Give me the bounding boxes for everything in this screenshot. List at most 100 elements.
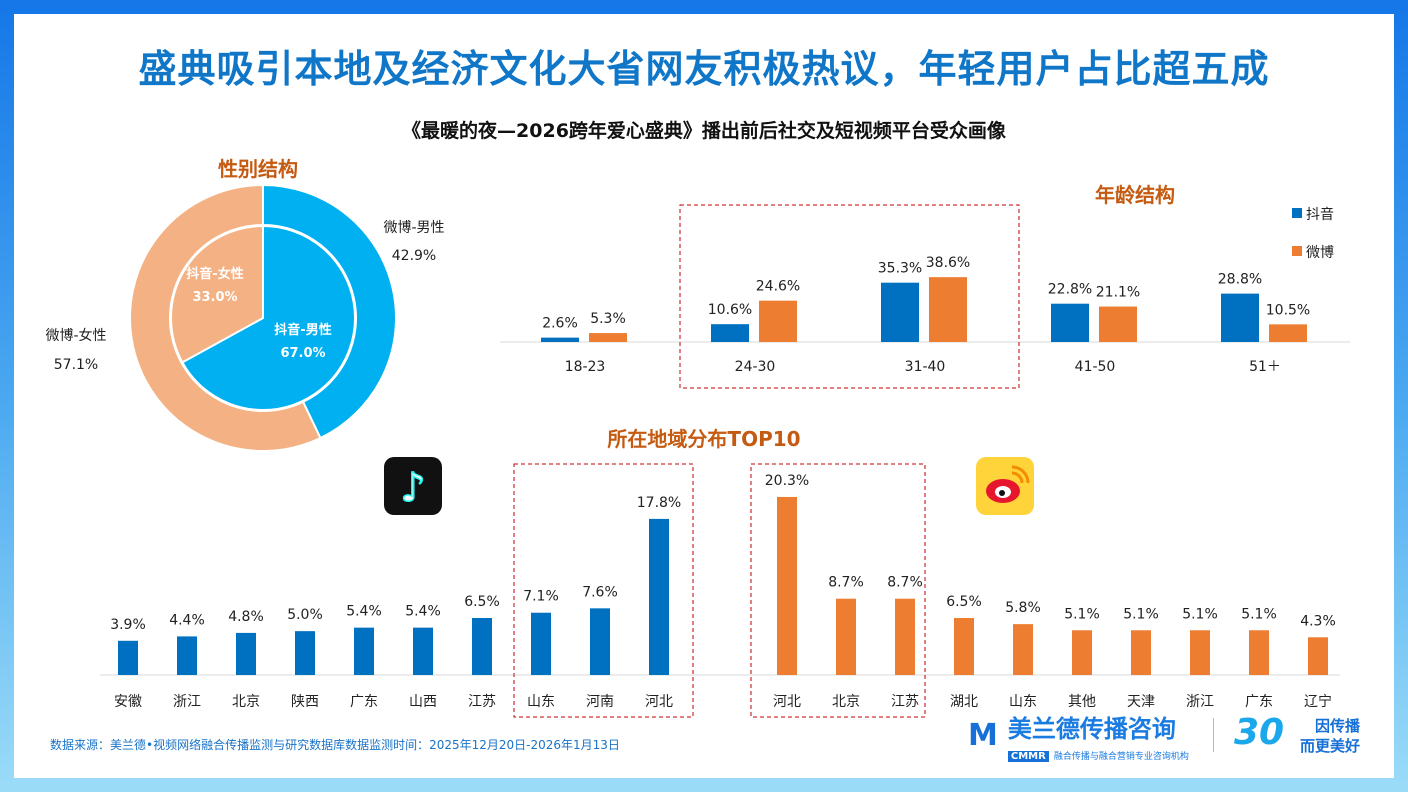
age-data-label: 2.6% bbox=[542, 316, 578, 332]
pie-slice-inner bbox=[181, 224, 356, 411]
age-tick-label: 31-40 bbox=[905, 359, 946, 375]
region-tick-label: 安徽 bbox=[114, 694, 142, 710]
age-bar bbox=[1221, 293, 1259, 342]
region-tick-label: 江苏 bbox=[468, 694, 496, 710]
logo-abbr: CMMR bbox=[1007, 751, 1049, 762]
region-data-label: 8.7% bbox=[828, 575, 864, 591]
region-bar bbox=[531, 612, 551, 675]
region-data-label: 5.1% bbox=[1064, 606, 1100, 622]
legend-label: 抖音 bbox=[1306, 206, 1334, 223]
region-data-label: 8.7% bbox=[887, 575, 923, 591]
region-tick-label: 河北 bbox=[773, 694, 801, 710]
pie-label: 微博-男性 bbox=[383, 219, 444, 236]
region-tick-label: 陕西 bbox=[291, 694, 319, 710]
age-bar bbox=[1051, 303, 1089, 342]
region-tick-label: 北京 bbox=[832, 694, 860, 710]
pie-label: 抖音-男性 bbox=[274, 322, 331, 338]
region-tick-label: 其他 bbox=[1068, 694, 1096, 710]
region-bar bbox=[895, 598, 915, 675]
region-data-label: 17.8% bbox=[637, 495, 681, 511]
region-data-label: 4.4% bbox=[169, 612, 205, 628]
region-data-label: 20.3% bbox=[765, 473, 809, 489]
region-bar bbox=[295, 631, 315, 675]
divider bbox=[1213, 718, 1214, 752]
age-bar bbox=[589, 333, 627, 342]
age-data-label: 24.6% bbox=[756, 279, 800, 295]
logo-tagline: 融合传播与融合营销专业咨询机构 bbox=[1053, 752, 1189, 762]
age-data-label: 22.8% bbox=[1048, 282, 1092, 298]
legend-label: 微博 bbox=[1306, 244, 1334, 261]
region-bar bbox=[1072, 630, 1092, 675]
region-bar bbox=[1249, 630, 1269, 675]
region-tick-label: 辽宁 bbox=[1304, 693, 1332, 710]
region-bar bbox=[836, 598, 856, 675]
region-tick-label: 广东 bbox=[1245, 694, 1273, 710]
age-title: 年龄结构 bbox=[1095, 183, 1175, 207]
region-data-label: 4.8% bbox=[228, 609, 264, 625]
highlight-box bbox=[679, 204, 1020, 389]
svg-text:♪: ♪ bbox=[400, 465, 426, 511]
region-bar bbox=[177, 636, 197, 675]
age-bar bbox=[711, 324, 749, 342]
region-bar bbox=[1013, 624, 1033, 675]
pie-value: 67.0% bbox=[280, 346, 325, 361]
age-tick-label: 41-50 bbox=[1075, 359, 1116, 375]
region-data-label: 6.5% bbox=[946, 594, 982, 610]
region-bar bbox=[118, 640, 138, 675]
region-bar bbox=[954, 617, 974, 675]
age-data-label: 38.6% bbox=[926, 255, 970, 271]
region-tick-label: 山西 bbox=[409, 694, 437, 710]
region-data-label: 5.1% bbox=[1123, 606, 1159, 622]
slogan: 因传播 而更美好 bbox=[1300, 716, 1360, 756]
highlight-box bbox=[750, 463, 926, 718]
region-tick-label: 浙江 bbox=[1186, 694, 1214, 710]
region-bar bbox=[777, 496, 797, 675]
region-bar bbox=[590, 608, 610, 675]
age-data-label: 35.3% bbox=[878, 261, 922, 277]
age-tick-label: 18-23 bbox=[565, 359, 606, 375]
age-tick-label: 51＋ bbox=[1249, 359, 1281, 375]
anniversary-logo: 30 bbox=[1234, 712, 1285, 753]
legend-swatch bbox=[1292, 208, 1302, 218]
logo-name: 美兰德传播咨询 bbox=[1007, 715, 1176, 743]
region-tick-label: 山东 bbox=[1009, 694, 1037, 710]
weibo-logo-icon bbox=[976, 457, 1034, 515]
age-data-label: 28.8% bbox=[1218, 272, 1262, 288]
age-bar bbox=[929, 277, 967, 342]
age-bar bbox=[541, 337, 579, 342]
slogan-line2: 而更美好 bbox=[1300, 737, 1361, 755]
gender-title: 性别结构 bbox=[218, 157, 298, 181]
region-bar bbox=[413, 627, 433, 675]
legend-swatch bbox=[1292, 246, 1302, 256]
region-bar bbox=[649, 518, 669, 675]
region-data-label: 3.9% bbox=[110, 617, 146, 633]
region-tick-label: 河南 bbox=[586, 694, 614, 710]
highlight-box bbox=[513, 463, 694, 718]
region-data-label: 5.4% bbox=[346, 604, 382, 620]
region-bar bbox=[472, 617, 492, 675]
age-data-label: 10.5% bbox=[1266, 302, 1310, 318]
region-data-label: 5.1% bbox=[1241, 606, 1277, 622]
pie-label: 抖音-女性 bbox=[186, 266, 243, 282]
age-data-label: 5.3% bbox=[590, 311, 626, 327]
page-subtitle: 《最暖的夜—2026跨年爱心盛典》播出前后社交及短视频平台受众画像 bbox=[402, 120, 1006, 142]
region-title: 所在地域分布TOP10 bbox=[607, 427, 800, 451]
region-tick-label: 河北 bbox=[645, 694, 673, 710]
region-bar bbox=[1131, 630, 1151, 675]
pie-value: 57.1% bbox=[54, 357, 98, 373]
age-tick-label: 24-30 bbox=[735, 359, 776, 375]
region-data-label: 5.1% bbox=[1182, 606, 1218, 622]
age-bar bbox=[1269, 324, 1307, 342]
pie-slice-inner bbox=[170, 224, 264, 364]
cmmr-logo: M 美兰德传播咨询 CMMR 融合传播与融合营销专业咨询机构 bbox=[968, 715, 1189, 762]
cmmr-m-icon: M bbox=[968, 718, 998, 753]
region-tick-label: 天津 bbox=[1127, 694, 1155, 710]
region-tick-label: 浙江 bbox=[173, 694, 201, 710]
douyin-logo-icon: ♪ bbox=[384, 457, 442, 515]
age-data-label: 10.6% bbox=[708, 302, 752, 318]
region-tick-label: 广东 bbox=[350, 694, 378, 710]
region-data-label: 7.6% bbox=[582, 584, 618, 600]
age-bar bbox=[881, 282, 919, 342]
region-data-label: 5.4% bbox=[405, 604, 441, 620]
